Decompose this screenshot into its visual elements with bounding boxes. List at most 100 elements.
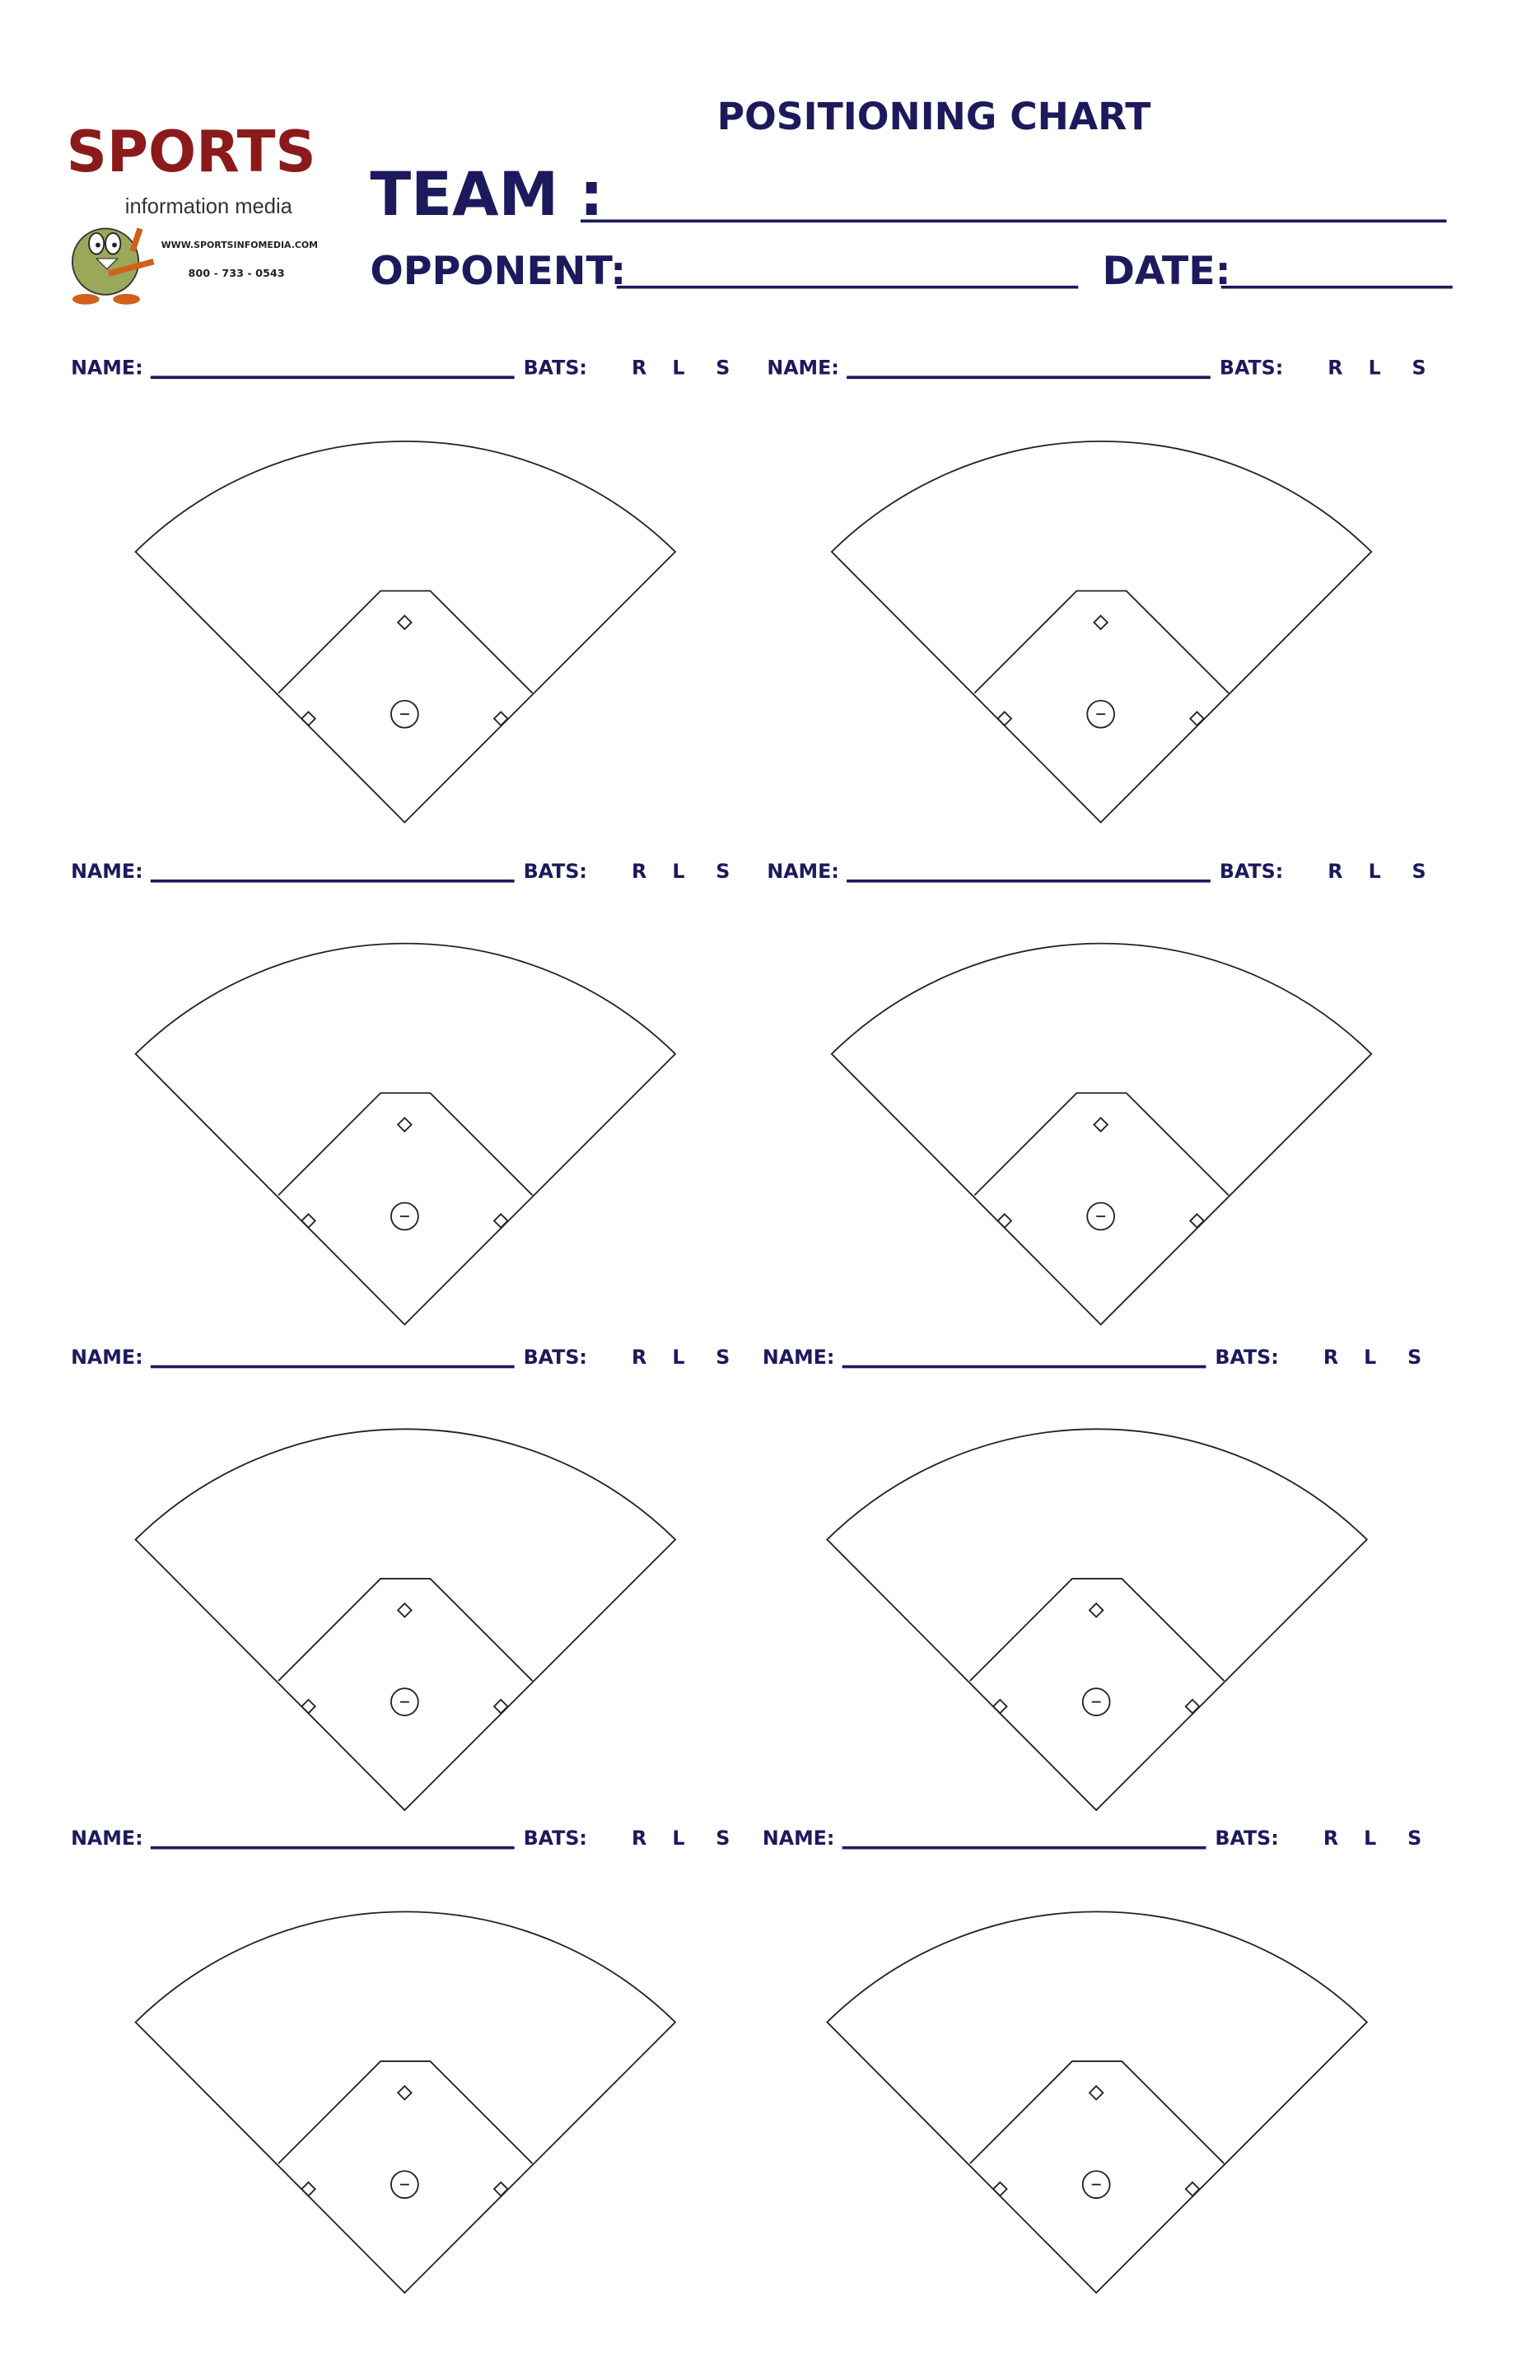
team-label: TEAM : (370, 160, 603, 230)
outfield-outline (830, 441, 1373, 824)
first-base-icon (1188, 711, 1205, 727)
first-base-icon (1188, 1212, 1205, 1229)
third-base-icon (301, 1212, 317, 1229)
outfield-outline (830, 942, 1373, 1326)
infield-outline (278, 590, 534, 694)
third-base-icon (301, 2181, 317, 2197)
pitchers-mound-icon (390, 699, 419, 729)
player-slot: NAME: BATS: R L S (763, 1827, 1421, 2294)
bats-right-option[interactable]: R (632, 1346, 646, 1369)
bats-switch-option[interactable]: S (1412, 357, 1426, 380)
bats-label: BATS: (524, 860, 587, 883)
bats-right-option[interactable]: R (1323, 1827, 1338, 1850)
infield-outline (973, 1092, 1230, 1197)
logo-phone: 800 - 733 - 0543 (188, 268, 284, 280)
baseball-field-diagram[interactable] (134, 441, 677, 824)
bats-left-option[interactable]: L (1369, 860, 1381, 883)
bats-left-option[interactable]: L (672, 357, 684, 380)
sports-info-media-logo: SPORTS information media WWW.SPORTSINFOM… (67, 119, 318, 305)
name-label: NAME: (763, 1346, 835, 1369)
name-label: NAME: (767, 357, 839, 380)
bats-left-option[interactable]: L (1364, 1346, 1376, 1369)
bats-right-option[interactable]: R (632, 860, 646, 883)
bats-switch-option[interactable]: S (716, 860, 730, 883)
infield-outline (969, 2060, 1225, 2164)
bats-right-option[interactable]: R (632, 357, 646, 380)
first-base-icon (492, 711, 509, 727)
first-base-icon (1184, 1698, 1201, 1715)
bats-left-option[interactable]: L (672, 860, 684, 883)
name-label: NAME: (71, 1346, 143, 1369)
player-slot: NAME: BATS: R L S (71, 357, 730, 824)
infield-outline (278, 1578, 534, 1682)
outfield-outline (134, 1428, 677, 1812)
bats-switch-option[interactable]: S (716, 357, 730, 380)
bats-label: BATS: (524, 1827, 587, 1850)
opponent-label: OPPONENT: (370, 249, 626, 294)
name-label: NAME: (71, 860, 143, 883)
baseball-mascot-icon (71, 227, 155, 305)
pitchers-mound-icon (1086, 1202, 1115, 1231)
second-base-icon (1093, 614, 1109, 631)
second-base-icon (1088, 1602, 1104, 1618)
pitchers-mound-icon (390, 1202, 419, 1231)
baseball-field-diagram[interactable] (134, 1428, 677, 1812)
bats-left-option[interactable]: L (1369, 357, 1381, 380)
third-base-icon (996, 1212, 1013, 1229)
bats-left-option[interactable]: L (672, 1346, 684, 1369)
pitchers-mound-icon (390, 1687, 419, 1716)
bats-left-option[interactable]: L (672, 1827, 684, 1850)
bats-right-option[interactable]: R (632, 1827, 646, 1850)
baseball-field-diagram[interactable] (826, 1428, 1369, 1812)
player-slot: NAME: BATS: R L S (763, 1346, 1421, 1812)
pitchers-mound-icon (1081, 2170, 1111, 2200)
second-base-icon (396, 1602, 413, 1618)
outfield-outline (826, 1911, 1369, 2294)
logo-tagline: information media (125, 195, 293, 218)
bats-left-option[interactable]: L (1364, 1827, 1376, 1850)
second-base-icon (1093, 1117, 1109, 1133)
player-slot: NAME: BATS: R L S (71, 860, 730, 1326)
third-base-icon (992, 2181, 1008, 2197)
player-slot: NAME: BATS: R L S (767, 860, 1426, 1326)
bats-label: BATS: (524, 1346, 587, 1369)
bats-label: BATS: (1220, 357, 1283, 380)
player-slot: NAME: BATS: R L S (71, 1827, 730, 2294)
bats-right-option[interactable]: R (1328, 860, 1342, 883)
infield-outline (973, 590, 1230, 694)
bats-switch-option[interactable]: S (1407, 1346, 1421, 1369)
logo-website: WWW.SPORTSINFOMEDIA.COM (161, 240, 318, 250)
baseball-field-diagram[interactable] (830, 441, 1373, 824)
baseball-field-diagram[interactable] (134, 942, 677, 1326)
name-label: NAME: (763, 1827, 835, 1850)
bats-switch-option[interactable]: S (716, 1346, 730, 1369)
name-label: NAME: (71, 1827, 143, 1850)
third-base-icon (301, 711, 317, 727)
bats-right-option[interactable]: R (1323, 1346, 1338, 1369)
page-title: POSITIONING CHART (717, 95, 1151, 138)
baseball-field-diagram[interactable] (134, 1911, 677, 2294)
bats-label: BATS: (1220, 860, 1283, 883)
bats-label: BATS: (524, 357, 587, 380)
outfield-outline (134, 942, 677, 1326)
pitchers-mound-icon (1081, 1687, 1111, 1716)
second-base-icon (396, 614, 413, 631)
bats-right-option[interactable]: R (1328, 357, 1342, 380)
second-base-icon (396, 2084, 413, 2101)
infield-outline (969, 1578, 1225, 1682)
bats-switch-option[interactable]: S (716, 1827, 730, 1850)
date-label: DATE: (1102, 249, 1230, 294)
second-base-icon (396, 1117, 413, 1133)
outfield-outline (826, 1428, 1369, 1812)
bats-switch-option[interactable]: S (1412, 860, 1426, 883)
bats-switch-option[interactable]: S (1407, 1827, 1421, 1850)
outfield-outline (134, 441, 677, 824)
infield-outline (278, 2060, 534, 2164)
logo-brand: SPORTS (67, 119, 316, 185)
first-base-icon (492, 1698, 509, 1715)
baseball-field-diagram[interactable] (830, 942, 1373, 1326)
first-base-icon (492, 1212, 509, 1229)
baseball-field-diagram[interactable] (826, 1911, 1369, 2294)
bats-label: BATS: (1215, 1827, 1278, 1850)
